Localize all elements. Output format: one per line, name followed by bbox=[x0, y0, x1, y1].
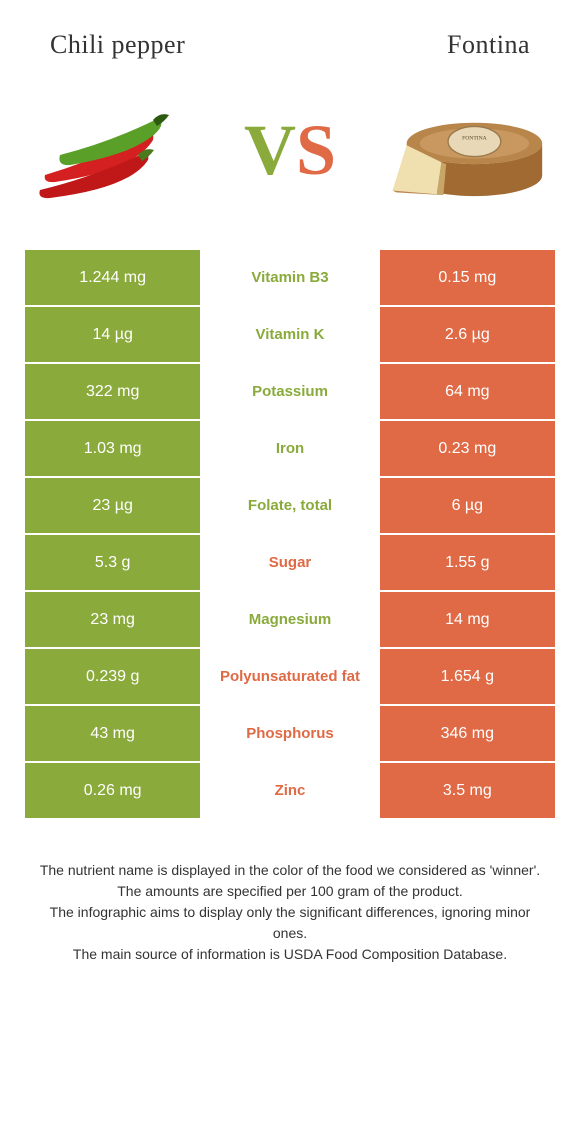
left-value: 5.3 g bbox=[25, 535, 202, 590]
nutrient-row: 14 µgVitamin K2.6 µg bbox=[25, 307, 555, 364]
left-value: 1.03 mg bbox=[25, 421, 202, 476]
svg-text:FONTINA: FONTINA bbox=[462, 136, 488, 142]
nutrient-row: 23 mgMagnesium14 mg bbox=[25, 592, 555, 649]
nutrient-name: Vitamin B3 bbox=[202, 250, 379, 305]
nutrient-name: Zinc bbox=[202, 763, 379, 818]
nutrient-row: 0.239 gPolyunsaturated fat1.654 g bbox=[25, 649, 555, 706]
right-value: 346 mg bbox=[380, 706, 555, 761]
footer-line-3: The infographic aims to display only the… bbox=[35, 902, 545, 944]
fontina-cheese-image: FONTINA bbox=[385, 90, 545, 210]
vs-row: VS FONTINA bbox=[25, 90, 555, 250]
nutrient-name: Magnesium bbox=[202, 592, 379, 647]
right-value: 0.23 mg bbox=[380, 421, 555, 476]
infographic-container: Chili pepper Fontina VS FONTINA bbox=[0, 0, 580, 985]
vs-s: S bbox=[296, 110, 336, 190]
nutrient-name: Phosphorus bbox=[202, 706, 379, 761]
nutrient-name: Sugar bbox=[202, 535, 379, 590]
left-value: 14 µg bbox=[25, 307, 202, 362]
right-value: 3.5 mg bbox=[380, 763, 555, 818]
footer-line-4: The main source of information is USDA F… bbox=[35, 944, 545, 965]
footer-line-2: The amounts are specified per 100 gram o… bbox=[35, 881, 545, 902]
cheese-icon: FONTINA bbox=[385, 95, 545, 205]
right-value: 14 mg bbox=[380, 592, 555, 647]
nutrient-row: 43 mgPhosphorus346 mg bbox=[25, 706, 555, 763]
vs-v: V bbox=[244, 110, 296, 190]
footer-notes: The nutrient name is displayed in the co… bbox=[25, 820, 555, 965]
vs-label: VS bbox=[244, 109, 336, 192]
left-value: 0.239 g bbox=[25, 649, 202, 704]
nutrient-row: 1.03 mgIron0.23 mg bbox=[25, 421, 555, 478]
left-value: 23 mg bbox=[25, 592, 202, 647]
right-value: 6 µg bbox=[380, 478, 555, 533]
left-value: 23 µg bbox=[25, 478, 202, 533]
nutrient-name: Iron bbox=[202, 421, 379, 476]
nutrient-row: 0.26 mgZinc3.5 mg bbox=[25, 763, 555, 820]
header-row: Chili pepper Fontina bbox=[25, 20, 555, 90]
left-value: 322 mg bbox=[25, 364, 202, 419]
left-value: 1.244 mg bbox=[25, 250, 202, 305]
right-value: 64 mg bbox=[380, 364, 555, 419]
nutrient-row: 5.3 gSugar1.55 g bbox=[25, 535, 555, 592]
nutrient-row: 322 mgPotassium64 mg bbox=[25, 364, 555, 421]
nutrient-name: Folate, total bbox=[202, 478, 379, 533]
left-food-title: Chili pepper bbox=[50, 30, 185, 60]
right-food-title: Fontina bbox=[447, 30, 530, 60]
footer-line-1: The nutrient name is displayed in the co… bbox=[35, 860, 545, 881]
right-value: 0.15 mg bbox=[380, 250, 555, 305]
left-value: 43 mg bbox=[25, 706, 202, 761]
nutrient-name: Polyunsaturated fat bbox=[202, 649, 379, 704]
left-value: 0.26 mg bbox=[25, 763, 202, 818]
right-value: 2.6 µg bbox=[380, 307, 555, 362]
nutrient-name: Potassium bbox=[202, 364, 379, 419]
nutrient-row: 1.244 mgVitamin B30.15 mg bbox=[25, 250, 555, 307]
right-value: 1.654 g bbox=[380, 649, 555, 704]
chili-icon bbox=[35, 100, 195, 200]
nutrient-row: 23 µgFolate, total6 µg bbox=[25, 478, 555, 535]
nutrient-name: Vitamin K bbox=[202, 307, 379, 362]
chili-pepper-image bbox=[35, 90, 195, 210]
right-value: 1.55 g bbox=[380, 535, 555, 590]
nutrient-table: 1.244 mgVitamin B30.15 mg14 µgVitamin K2… bbox=[25, 250, 555, 820]
